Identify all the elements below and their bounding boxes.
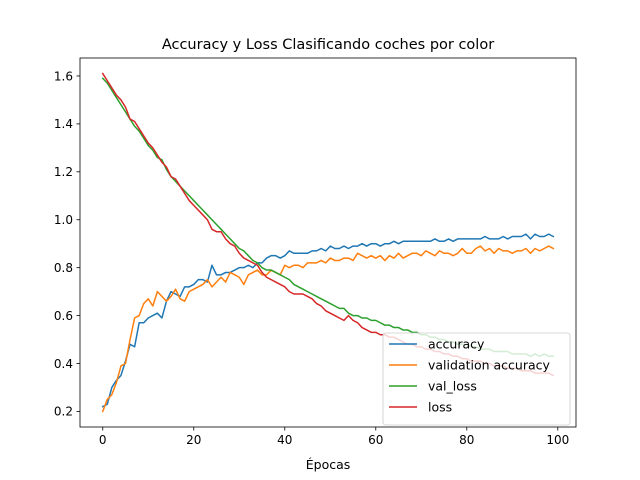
legend-box	[382, 332, 571, 426]
x-tick-label: 60	[368, 433, 383, 447]
y-tick-label: 1.4	[54, 117, 73, 131]
legend-label: validation accuracy	[428, 358, 551, 373]
x-tick-label: 40	[277, 433, 292, 447]
x-tick-label: 80	[459, 433, 474, 447]
y-tick-label: 1.6	[54, 69, 73, 83]
x-axis-label: Épocas	[306, 457, 351, 472]
axes-frame	[79, 57, 577, 428]
series-line-validation-accuracy	[101, 245, 555, 413]
y-tick-label: 1.0	[54, 213, 73, 227]
y-tick-label: 0.2	[54, 405, 73, 419]
plot-area: 0 20 40 60 80 100 0.2 0.4 0.6 0.8 1.0 1.2 1.4 1.6	[54, 57, 577, 447]
x-tick-label: 0	[99, 433, 107, 447]
chart-title: Accuracy y Loss Clasificando coches por …	[162, 37, 494, 53]
legend-label: val_loss	[428, 379, 477, 394]
y-tick-label: 1.2	[54, 165, 73, 179]
y-tick-label: 0.8	[54, 261, 73, 275]
legend-label: accuracy	[428, 337, 485, 352]
x-tick-label: 100	[546, 433, 569, 447]
legend-label: loss	[428, 400, 452, 415]
y-tick-label: 0.6	[54, 309, 73, 323]
y-tick-label: 0.4	[54, 357, 73, 371]
x-tick-label: 20	[186, 433, 201, 447]
